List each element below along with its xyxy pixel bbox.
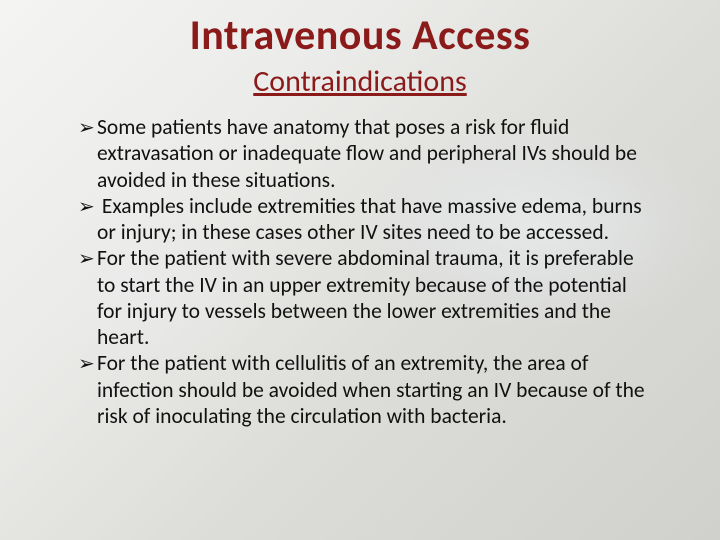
bullet-item: ➢For the patient with severe abdominal t… bbox=[78, 245, 650, 350]
bullet-item: ➢ Examples include extremities that have… bbox=[78, 193, 650, 246]
bullet-text: For the patient with severe abdominal tr… bbox=[97, 245, 634, 350]
bullet-text: For the patient with cellulitis of an ex… bbox=[97, 350, 645, 429]
bullet-item: ➢Some patients have anatomy that poses a… bbox=[78, 114, 650, 193]
bullet-arrow-icon: ➢ bbox=[78, 195, 97, 219]
slide-title: Intravenous Access bbox=[60, 10, 660, 61]
bullet-arrow-icon: ➢ bbox=[78, 247, 97, 271]
slide-body: ➢Some patients have anatomy that poses a… bbox=[60, 114, 660, 429]
slide-subtitle: Contraindications bbox=[60, 63, 660, 100]
bullet-text: Examples include extremities that have m… bbox=[97, 193, 642, 245]
bullet-text: Some patients have anatomy that poses a … bbox=[97, 114, 637, 193]
bullet-arrow-icon: ➢ bbox=[78, 352, 97, 376]
bullet-arrow-icon: ➢ bbox=[78, 116, 97, 140]
slide-container: Intravenous Access Contraindications ➢So… bbox=[0, 0, 720, 540]
bullet-item: ➢For the patient with cellulitis of an e… bbox=[78, 350, 650, 429]
